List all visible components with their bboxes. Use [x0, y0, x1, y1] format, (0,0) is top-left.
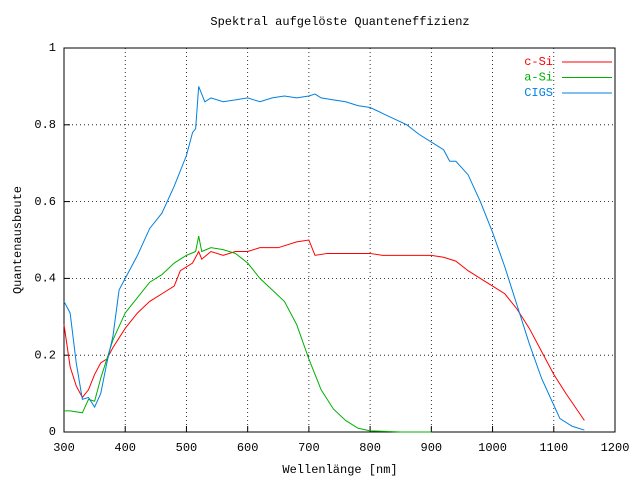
x-tick-label: 300 [53, 441, 75, 455]
chart-title: Spektral aufgelöste Quanteneffizienz [210, 15, 469, 29]
x-axis-label: Wellenlänge [nm] [282, 463, 397, 477]
y-tick-label: 0.6 [34, 195, 56, 209]
x-tick-label: 1200 [601, 441, 630, 455]
legend-label: CIGS [524, 86, 553, 100]
y-tick-label: 0.2 [34, 348, 56, 362]
y-tick-label: 0.4 [34, 272, 56, 286]
series-line [63, 239, 585, 421]
y-tick-label: 1 [49, 41, 56, 55]
x-tick-label: 700 [298, 441, 320, 455]
plot-border [63, 47, 616, 433]
y-tick-label: 0 [49, 425, 56, 439]
x-tick-label: 500 [176, 441, 198, 455]
x-tick-label: 1100 [539, 441, 568, 455]
x-tick-label: 1000 [478, 441, 507, 455]
x-tick-label: 400 [114, 441, 136, 455]
series-line [64, 236, 432, 433]
y-tick-label: 0.8 [34, 118, 56, 132]
x-tick-label: 900 [421, 441, 443, 455]
y-axis-label: Quantenausbeute [11, 186, 25, 294]
legend-label: a-Si [524, 71, 553, 85]
x-tick-label: 800 [359, 441, 381, 455]
x-tick-label: 600 [237, 441, 259, 455]
legend-label: c-Si [524, 55, 553, 69]
series-line [63, 86, 585, 431]
